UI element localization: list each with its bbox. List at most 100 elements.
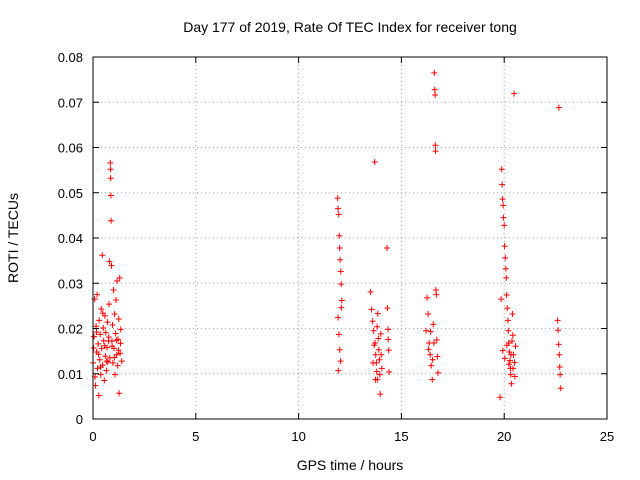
- data-point: [107, 159, 114, 166]
- data-point: [384, 244, 391, 251]
- data-point: [98, 345, 105, 352]
- axis-ticks: [92, 56, 608, 420]
- data-point: [335, 367, 342, 374]
- data-point: [431, 69, 438, 76]
- data-point: [503, 292, 510, 299]
- data-point: [111, 371, 118, 378]
- y-tick-label: 0.02: [58, 322, 83, 337]
- data-point: [97, 371, 104, 378]
- data-point: [115, 315, 122, 322]
- grid-lines: [93, 57, 607, 419]
- data-point: [337, 268, 344, 275]
- data-point: [511, 90, 518, 97]
- data-point: [99, 310, 106, 317]
- data-point: [506, 357, 513, 364]
- data-point: [106, 258, 113, 265]
- data-point: [510, 365, 517, 372]
- data-point: [425, 346, 432, 353]
- data-point: [97, 331, 104, 338]
- data-point: [372, 376, 379, 383]
- data-point: [509, 332, 516, 339]
- data-point: [498, 296, 505, 303]
- data-point: [499, 181, 506, 188]
- data-point: [94, 365, 101, 372]
- data-point: [334, 195, 341, 202]
- chart-title: Day 177 of 2019, Rate Of TEC Index for r…: [183, 19, 517, 35]
- data-point: [433, 336, 440, 343]
- data-point: [505, 327, 512, 334]
- data-point: [424, 294, 431, 301]
- data-point: [116, 274, 123, 281]
- data-point: [428, 362, 435, 369]
- data-point: [335, 331, 342, 338]
- data-point: [504, 317, 511, 324]
- data-point: [337, 358, 344, 365]
- data-point: [508, 380, 515, 387]
- data-point: [336, 346, 343, 353]
- y-tick-label: 0.04: [58, 231, 83, 246]
- y-tick-label: 0.08: [58, 50, 83, 65]
- data-point: [109, 359, 116, 366]
- data-point: [427, 328, 434, 335]
- data-point: [117, 350, 124, 357]
- data-point: [498, 166, 505, 173]
- data-point: [112, 330, 119, 337]
- x-tick-label: 5: [192, 429, 199, 444]
- data-point: [423, 327, 430, 334]
- data-point: [431, 86, 438, 93]
- data-point: [114, 362, 121, 369]
- data-point: [102, 329, 109, 336]
- data-point: [104, 319, 111, 326]
- data-point: [93, 329, 100, 336]
- y-tick-label: 0.06: [58, 141, 83, 156]
- data-point: [370, 359, 377, 366]
- data-point: [109, 343, 116, 350]
- data-point: [96, 356, 103, 363]
- data-point: [507, 371, 514, 378]
- data-point: [500, 214, 507, 221]
- data-point: [99, 252, 106, 259]
- data-point: [378, 351, 385, 358]
- data-point: [385, 347, 392, 354]
- data-point: [90, 344, 97, 351]
- data-point: [555, 341, 562, 348]
- data-point: [501, 243, 508, 250]
- data-point: [499, 347, 506, 354]
- data-point: [434, 353, 441, 360]
- y-tick-label: 0: [76, 412, 83, 427]
- data-point: [499, 196, 506, 203]
- data-point: [555, 327, 562, 334]
- data-point: [337, 256, 344, 263]
- data-point: [376, 356, 383, 363]
- data-point: [427, 351, 434, 358]
- data-point: [377, 391, 384, 398]
- data-point: [502, 265, 509, 272]
- x-tick-labels: 0 5 10 15 20 25: [89, 429, 614, 444]
- data-point: [91, 333, 98, 340]
- y-tick-label: 0.07: [58, 95, 83, 110]
- data-point: [117, 326, 124, 333]
- data-point: [111, 311, 118, 318]
- y-tick-label: 0.05: [58, 186, 83, 201]
- data-point: [502, 254, 509, 261]
- data-point: [434, 369, 441, 376]
- data-point: [96, 317, 103, 324]
- data-point: [367, 288, 374, 295]
- data-point: [107, 175, 114, 182]
- data-point: [378, 365, 385, 372]
- data-point: [430, 339, 437, 346]
- data-point: [114, 277, 121, 284]
- data-point: [374, 310, 381, 317]
- data-point: [372, 351, 379, 358]
- data-point: [117, 340, 124, 347]
- data-point: [335, 211, 342, 218]
- data-point: [432, 92, 439, 99]
- data-point: [113, 296, 120, 303]
- data-point: [430, 321, 437, 328]
- data-point: [501, 222, 508, 229]
- data-point: [509, 311, 516, 318]
- data-point: [374, 323, 381, 330]
- data-point: [425, 311, 432, 318]
- data-point: [375, 335, 382, 342]
